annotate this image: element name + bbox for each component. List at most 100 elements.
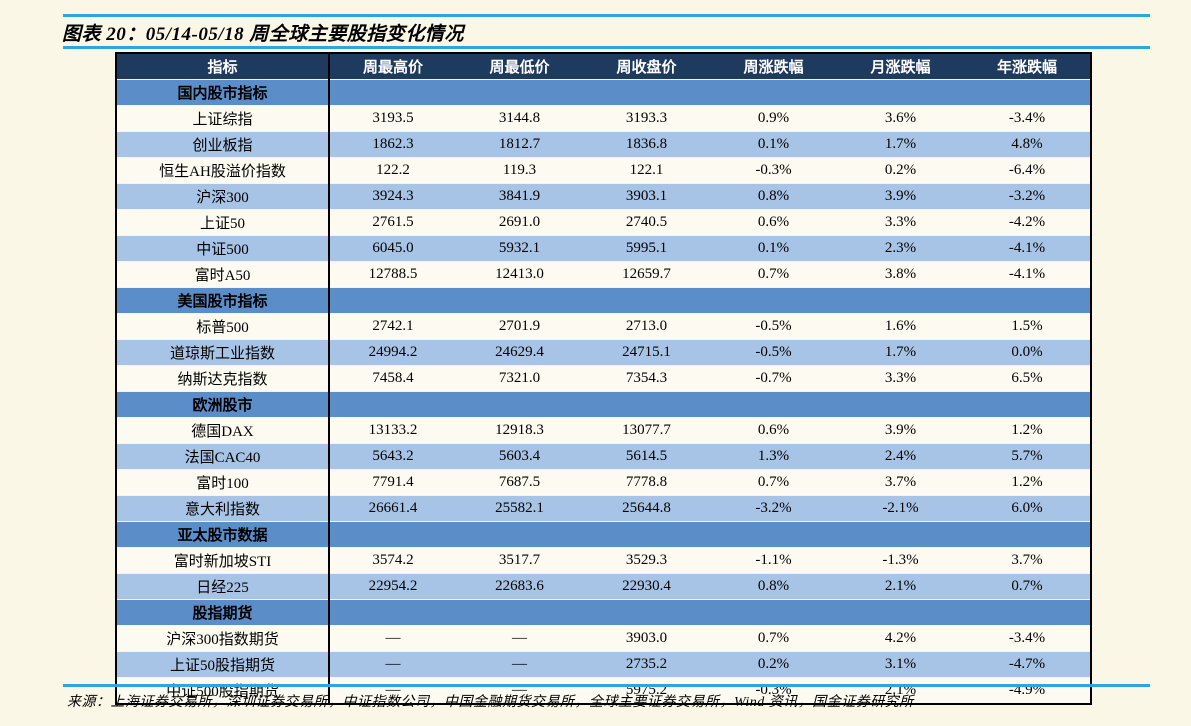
row-label: 上证综指: [116, 105, 330, 132]
value-cell: -4.1%: [964, 235, 1091, 262]
value-cell: 6045.0: [329, 235, 456, 262]
index-table: 指标 周最高价 周最低价 周收盘价 周涨跌幅 月涨跌幅 年涨跌幅 国内股市指标 上证综指 319…: [115, 52, 1092, 705]
value-cell: 3529.3: [583, 547, 710, 574]
row-label: 上证50: [116, 209, 330, 236]
value-cell: 7354.3: [583, 365, 710, 392]
value-cell: 1.6%: [837, 313, 964, 340]
value-cell: 0.1%: [710, 235, 837, 262]
value-cell: 3.7%: [837, 469, 964, 496]
value-cell: 122.1: [583, 157, 710, 184]
value-cell: -3.2%: [964, 183, 1091, 210]
value-cell: 4.8%: [964, 131, 1091, 158]
value-cell: 1862.3: [329, 131, 456, 158]
value-cell: 3.3%: [837, 209, 964, 236]
value-cell: 22683.6: [456, 573, 583, 600]
value-cell: 13077.7: [583, 417, 710, 444]
section-label: 美国股市指标: [116, 287, 330, 314]
row-label: 中证500: [116, 235, 330, 262]
table-row: 道琼斯工业指数 24994.2 24629.4 24715.1 -0.5% 1.7% 0.0…: [116, 339, 1091, 366]
value-cell: 12659.7: [583, 261, 710, 288]
section-row: 股指期货: [116, 599, 1091, 626]
row-label: 富时新加坡STI: [116, 547, 330, 574]
bottom-divider-line: [63, 684, 1150, 687]
column-header: 月涨跌幅: [837, 53, 964, 80]
value-cell: 1.3%: [710, 443, 837, 470]
value-cell: 2735.2: [583, 651, 710, 678]
value-cell: 7321.0: [456, 365, 583, 392]
section-filler: [329, 391, 1091, 418]
row-label: 沪深300: [116, 183, 330, 210]
value-cell: 22954.2: [329, 573, 456, 600]
value-cell: 3.1%: [837, 651, 964, 678]
section-label: 股指期货: [116, 599, 330, 626]
value-cell: 24629.4: [456, 339, 583, 366]
section-filler: [329, 79, 1091, 106]
value-cell: 0.7%: [964, 573, 1091, 600]
value-cell: -0.5%: [710, 339, 837, 366]
row-label: 创业板指: [116, 131, 330, 158]
value-cell: 2742.1: [329, 313, 456, 340]
row-label: 富时100: [116, 469, 330, 496]
table-row: 沪深300 3924.3 3841.9 3903.1 0.8% 3.9% -3.2%: [116, 183, 1091, 210]
value-cell: 2.3%: [837, 235, 964, 262]
section-row: 亚太股市数据: [116, 521, 1091, 548]
value-cell: 5603.4: [456, 443, 583, 470]
row-label: 富时A50: [116, 261, 330, 288]
value-cell: —: [329, 625, 456, 652]
table-row: 富时100 7791.4 7687.5 7778.8 0.7% 3.7% 1.2%: [116, 469, 1091, 496]
value-cell: 2713.0: [583, 313, 710, 340]
column-header: 周涨跌幅: [710, 53, 837, 80]
value-cell: —: [456, 651, 583, 678]
value-cell: -3.4%: [964, 105, 1091, 132]
value-cell: 5614.5: [583, 443, 710, 470]
value-cell: 0.7%: [710, 469, 837, 496]
row-label: 纳斯达克指数: [116, 365, 330, 392]
table-row: 中证500 6045.0 5932.1 5995.1 0.1% 2.3% -4.1%: [116, 235, 1091, 262]
value-cell: -0.3%: [710, 157, 837, 184]
value-cell: 0.7%: [710, 261, 837, 288]
value-cell: 3.8%: [837, 261, 964, 288]
value-cell: 1.7%: [837, 339, 964, 366]
table-row: 法国CAC40 5643.2 5603.4 5614.5 1.3% 2.4% 5.7%: [116, 443, 1091, 470]
value-cell: 1.2%: [964, 417, 1091, 444]
value-cell: 1836.8: [583, 131, 710, 158]
value-cell: 5643.2: [329, 443, 456, 470]
value-cell: -4.7%: [964, 651, 1091, 678]
value-cell: 7791.4: [329, 469, 456, 496]
value-cell: -4.1%: [964, 261, 1091, 288]
value-cell: 1.5%: [964, 313, 1091, 340]
section-label: 亚太股市数据: [116, 521, 330, 548]
value-cell: 13133.2: [329, 417, 456, 444]
value-cell: 1812.7: [456, 131, 583, 158]
value-cell: -4.2%: [964, 209, 1091, 236]
section-filler: [329, 287, 1091, 314]
value-cell: 12413.0: [456, 261, 583, 288]
value-cell: 22930.4: [583, 573, 710, 600]
value-cell: 3924.3: [329, 183, 456, 210]
table-row: 恒生AH股溢价指数 122.2 119.3 122.1 -0.3% 0.2% -6.4%: [116, 157, 1091, 184]
table-row: 沪深300指数期货 — —3903.0 0.7% 4.2% -3.4%: [116, 625, 1091, 652]
row-label: 意大利指数: [116, 495, 330, 522]
value-cell: -0.5%: [710, 313, 837, 340]
table-row: 上证50股指期货 — —2735.2 0.2% 3.1% -4.7%: [116, 651, 1091, 678]
section-filler: [329, 599, 1091, 626]
source-note: 来源：上海证券交易所，深圳证券交易所，中证指数公司，中国金融期货交易所，全球主要…: [67, 695, 914, 710]
value-cell: 3193.3: [583, 105, 710, 132]
section-label: 欧洲股市: [116, 391, 330, 418]
value-cell: 3903.1: [583, 183, 710, 210]
value-cell: 25644.8: [583, 495, 710, 522]
table-header-row: 指标 周最高价 周最低价 周收盘价 周涨跌幅 月涨跌幅 年涨跌幅: [116, 53, 1091, 80]
value-cell: —: [456, 625, 583, 652]
table-row: 富时新加坡STI 3574.2 3517.7 3529.3 -1.1% -1.3% 3.7%: [116, 547, 1091, 574]
value-cell: 1.7%: [837, 131, 964, 158]
value-cell: 0.6%: [710, 417, 837, 444]
value-cell: 6.5%: [964, 365, 1091, 392]
value-cell: 0.7%: [710, 625, 837, 652]
section-row: 欧洲股市: [116, 391, 1091, 418]
value-cell: 0.9%: [710, 105, 837, 132]
value-cell: -3.4%: [964, 625, 1091, 652]
table-row: 上证综指 3193.5 3144.8 3193.3 0.9% 3.6% -3.4%: [116, 105, 1091, 132]
row-label: 德国DAX: [116, 417, 330, 444]
value-cell: 0.2%: [710, 651, 837, 678]
value-cell: 3.9%: [837, 417, 964, 444]
